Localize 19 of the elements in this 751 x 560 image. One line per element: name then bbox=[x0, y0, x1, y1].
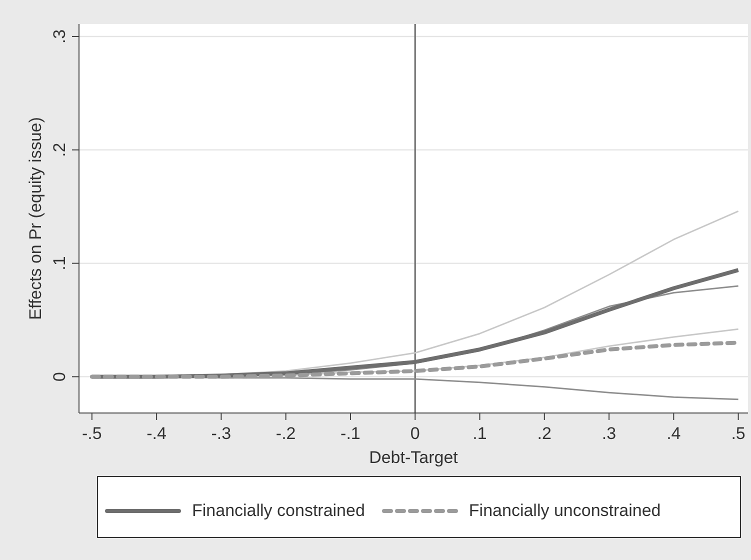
x-tick-label: .1 bbox=[472, 424, 487, 444]
y-tick-label: 0 bbox=[50, 372, 69, 382]
x-tick-label: .2 bbox=[537, 424, 552, 444]
legend-label: Financially unconstrained bbox=[468, 501, 661, 520]
y-tick-label: .1 bbox=[50, 256, 69, 270]
y-tick-label: .3 bbox=[50, 29, 69, 44]
x-tick-label: .5 bbox=[731, 424, 746, 444]
x-tick-label: .4 bbox=[666, 424, 681, 444]
x-tick-label: -.2 bbox=[276, 424, 296, 444]
x-tick-label: -.3 bbox=[211, 424, 232, 444]
legend-label: Financially constrained bbox=[192, 501, 365, 520]
x-axis-title: Debt-Target bbox=[369, 448, 458, 466]
x-tick-label: -.5 bbox=[82, 424, 102, 444]
x-tick-label: 0 bbox=[410, 424, 420, 444]
x-tick-label: .3 bbox=[602, 424, 616, 444]
x-tick-label: -.1 bbox=[340, 424, 360, 444]
x-tick-label: -.4 bbox=[146, 424, 166, 444]
y-axis-title: Effects on Pr (equity issue) bbox=[26, 117, 44, 320]
y-tick-label: .2 bbox=[50, 142, 69, 157]
